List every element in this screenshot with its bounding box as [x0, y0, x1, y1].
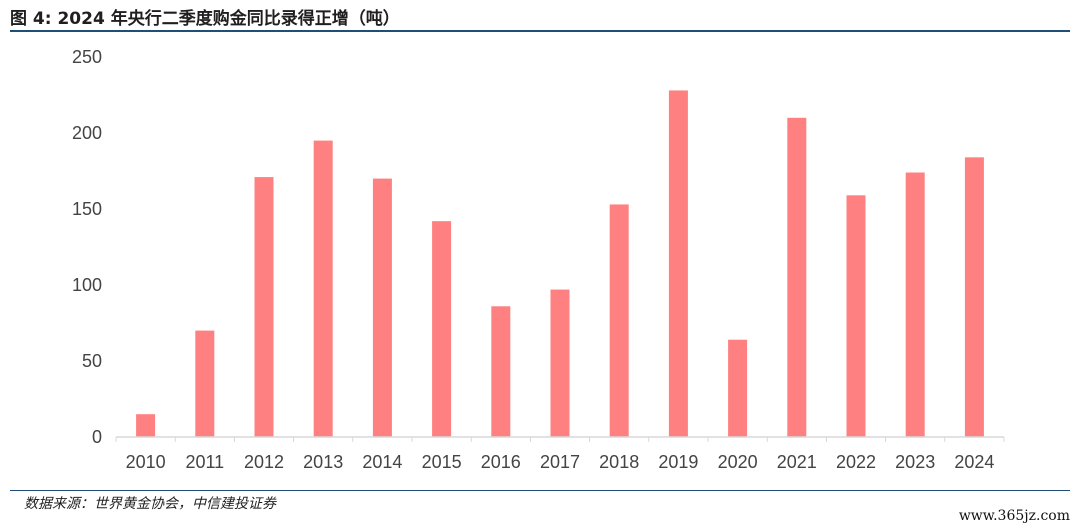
bar-2016 [491, 306, 511, 437]
bar-2014 [372, 178, 392, 437]
x-tick-label: 2011 [185, 452, 224, 472]
bar-2015 [432, 221, 452, 437]
bar-2024 [964, 157, 984, 437]
x-tick-label: 2022 [836, 452, 876, 472]
x-axis: 2010 2011 2012 2013 2014 2015 2016 2017 2018 2019… [115, 437, 1005, 472]
x-tick-label: 2018 [599, 452, 639, 472]
chart-title: 图 4: 2024 年央行二季度购金同比录得正增（吨） [10, 9, 400, 29]
bar-2020 [728, 339, 748, 437]
x-tick-label: 2015 [422, 452, 462, 472]
header-rule [10, 30, 1070, 32]
footer-rule [10, 490, 1070, 491]
y-tick-label: 50 [82, 351, 102, 371]
x-tick-label: 2020 [718, 452, 758, 472]
bar-2022 [846, 195, 866, 437]
bar-2013 [313, 140, 333, 437]
x-tick-label: 2012 [244, 452, 284, 472]
bar-2018 [609, 204, 629, 437]
y-tick-label: 150 [72, 199, 102, 219]
bar-series [136, 90, 984, 438]
x-tick-label: 2024 [954, 452, 994, 472]
bar-2011 [195, 330, 215, 437]
y-tick-label: 0 [92, 427, 102, 447]
bar-2010 [136, 414, 156, 437]
y-tick-label: 200 [72, 123, 102, 143]
source-note: 数据来源：世界黄金协会，中信建投证券 [24, 496, 276, 512]
bar-2021 [787, 117, 807, 438]
watermark: www.365jz.com [958, 508, 1070, 524]
x-tick-label: 2013 [303, 452, 343, 472]
bar-2019 [668, 90, 688, 437]
x-tick-label: 2014 [362, 452, 402, 472]
x-tick-label: 2017 [540, 452, 580, 472]
bar-2012 [254, 177, 274, 437]
x-tick-label: 2021 [777, 452, 817, 472]
x-tick-label: 2016 [481, 452, 521, 472]
x-tick-label: 2010 [126, 452, 166, 472]
y-tick-label: 100 [72, 275, 102, 295]
bar-2023 [905, 172, 925, 437]
bar-2017 [550, 289, 570, 437]
x-tick-label: 2019 [658, 452, 698, 472]
y-axis: 0 50 100 150 200 250 [72, 47, 102, 447]
x-tick-label: 2023 [895, 452, 935, 472]
y-tick-label: 250 [72, 47, 102, 67]
